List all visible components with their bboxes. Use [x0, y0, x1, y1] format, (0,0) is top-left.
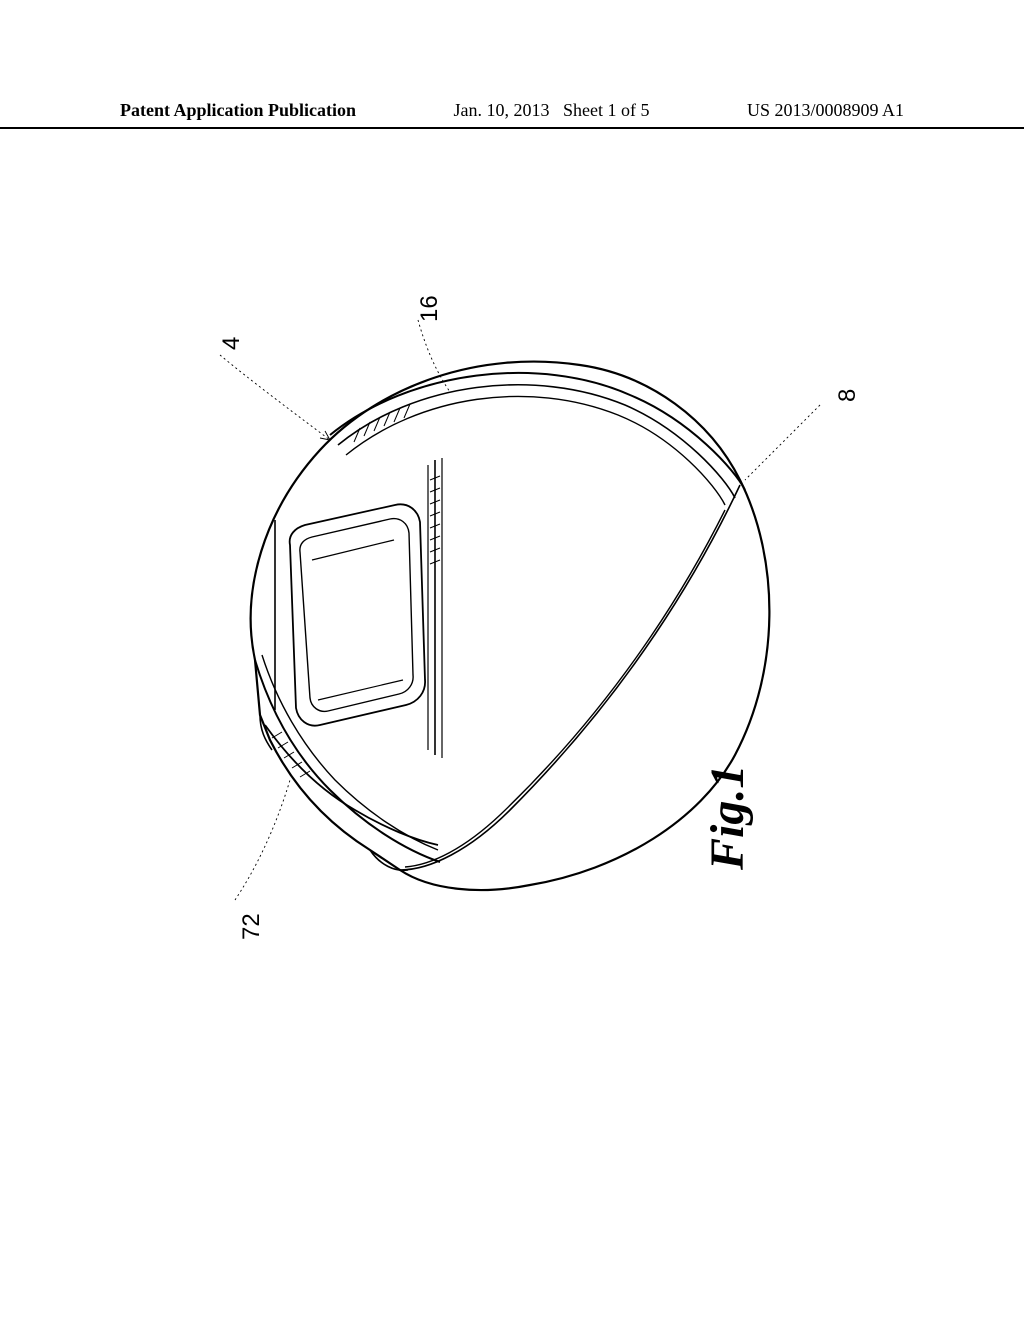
callout-4: 4: [218, 337, 246, 350]
callout-16: 16: [416, 295, 444, 322]
publication-number: US 2013/0008909 A1: [747, 100, 904, 121]
figure-1: 4 16 8 72 Fig.1: [60, 180, 960, 1180]
callout-72: 72: [238, 913, 266, 940]
date-sheet: Jan. 10, 2013 Sheet 1 of 5: [454, 100, 650, 121]
figure-label: Fig.1: [700, 765, 755, 870]
sheet-number: Sheet 1 of 5: [563, 100, 649, 120]
pub-date: Jan. 10, 2013: [454, 100, 550, 120]
publication-type: Patent Application Publication: [120, 100, 356, 121]
callout-8: 8: [834, 389, 862, 402]
patent-header: Patent Application Publication Jan. 10, …: [0, 100, 1024, 129]
